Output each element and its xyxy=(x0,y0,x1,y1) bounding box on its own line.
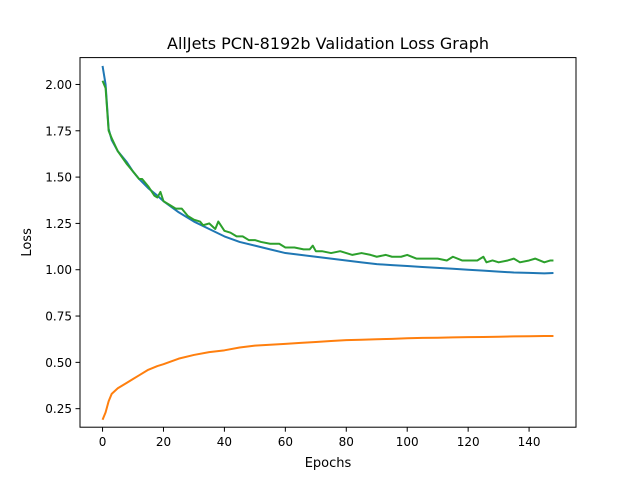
series-line-3 xyxy=(101,80,554,264)
x-tick-label: 40 xyxy=(217,435,232,449)
x-tick-label: 0 xyxy=(99,435,107,449)
plot-lines xyxy=(101,65,554,421)
x-tick-label: 140 xyxy=(518,435,541,449)
y-tick-label: 1.75 xyxy=(45,124,72,138)
y-tick-label: 1.00 xyxy=(45,263,72,277)
x-tick-label: 60 xyxy=(278,435,293,449)
x-tick-label: 120 xyxy=(457,435,480,449)
x-tick-label: 20 xyxy=(156,435,171,449)
axes-frame xyxy=(79,57,577,428)
y-tick-label: 0.50 xyxy=(45,356,72,370)
x-axis-ticks: 0 20 40 60 80 100 120 140 xyxy=(99,427,541,449)
y-tick-label: 2.00 xyxy=(45,78,72,92)
x-tick-label: 80 xyxy=(339,435,354,449)
x-axis-label: Epochs xyxy=(305,456,352,471)
y-tick-label: 1.50 xyxy=(45,171,72,185)
y-axis-label: Loss xyxy=(20,228,35,257)
y-axis-ticks: 0.25 0.50 0.75 1.00 1.25 1.50 1.75 2.00 xyxy=(45,78,80,416)
x-tick-label: 100 xyxy=(396,435,419,449)
y-tick-label: 0.75 xyxy=(45,310,72,324)
chart-title: AllJets PCN-8192b Validation Loss Graph xyxy=(167,34,489,53)
y-tick-label: 0.25 xyxy=(45,402,72,416)
series-line-2 xyxy=(101,335,554,421)
y-tick-label: 1.25 xyxy=(45,217,72,231)
